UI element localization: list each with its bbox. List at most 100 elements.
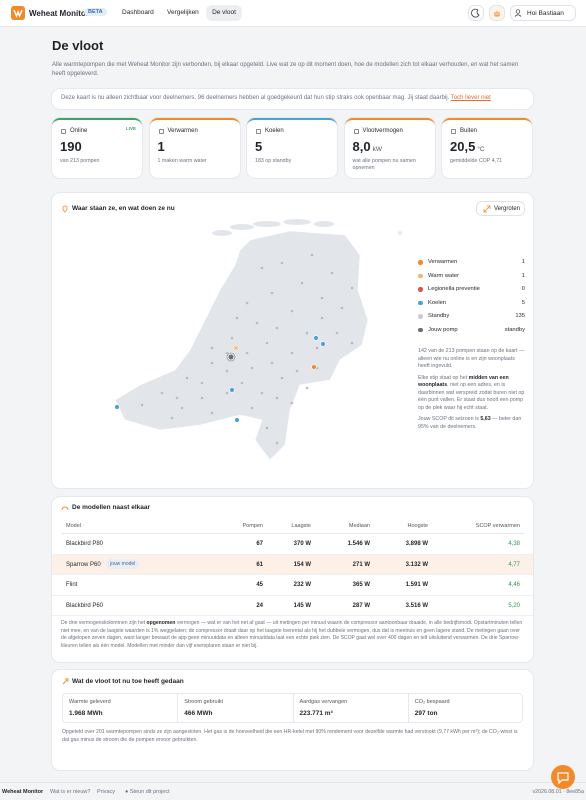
footer-brand: Weheat Monitor: [2, 789, 44, 795]
cell-scop: 4,38: [508, 541, 520, 547]
stat-card: Verwarmen 1 1 maken warm water: [149, 118, 240, 178]
column-header: Hoogste: [407, 523, 429, 529]
pump-dot: [160, 391, 164, 395]
stat-sub: gemiddelde COP 4,71: [450, 158, 503, 164]
text-strong: opgenomen: [146, 620, 176, 626]
stat-sub: 1 maken warm water: [157, 158, 207, 164]
pump-dot: [290, 351, 294, 355]
stat-icon: [451, 129, 456, 134]
island: [230, 224, 254, 230]
nav-link[interactable]: Vergelijken: [167, 9, 199, 16]
notice-link[interactable]: Toch liever niet: [450, 95, 491, 101]
theme-toggle[interactable]: [468, 5, 484, 21]
stat-number: 1: [157, 139, 165, 154]
table-row: [52, 554, 533, 575]
models-card: De modellen naast elkaar Model Pompen Laag…: [52, 497, 533, 662]
map-note: Jouw SCOP dit seizoen is 5,63 — beter da…: [418, 416, 526, 431]
user-menu[interactable]: Hoi Bastiaan: [510, 5, 576, 21]
pump-dot: [185, 376, 189, 380]
page-title: De vloot: [52, 38, 104, 53]
cell-median: 365 W: [352, 582, 370, 588]
stat-label: Vlootvermogen: [362, 128, 403, 134]
brand[interactable]: Weheat Monitor: [29, 9, 89, 18]
footer-link[interactable]: Wat is er nieuw?: [50, 789, 91, 795]
pump-dot-active: [114, 404, 120, 410]
pump-dot: [235, 316, 239, 320]
pump-dot: [335, 331, 339, 335]
nav-link-active[interactable]: De vloot: [206, 5, 242, 21]
stat-sub: wat alle pompen nu samen opnemen: [352, 158, 416, 171]
legend-swatch: [418, 287, 423, 292]
pin-icon: [62, 205, 68, 213]
header-rule: [61, 533, 524, 534]
pump-dot: [275, 441, 279, 445]
gauge-icon: [61, 506, 69, 511]
legend-value: standby: [504, 326, 525, 333]
map-card: Waar staan ze, en wat doen ze nu Vergrot…: [52, 193, 533, 488]
user-icon: [514, 9, 522, 17]
legend-label: Standby: [428, 313, 450, 319]
stat-value: 5: [255, 139, 262, 154]
cell-low: 232 W: [293, 582, 311, 588]
version: v2026.08.01 · 8ee85a: [532, 789, 584, 795]
support-button[interactable]: [489, 5, 505, 21]
text: vermogen — wat er van het net af gaat — …: [61, 620, 523, 649]
text: Jouw SCOP dit seizoen is: [418, 416, 481, 422]
cell-scop: 5,20: [508, 602, 520, 609]
cell-low: 145 W: [293, 602, 311, 609]
notice: Deze kaart is nu alleen zichtbaar voor d…: [52, 89, 533, 109]
text: , niet op een adres, en is daarbinnen wa…: [418, 382, 525, 411]
page-intro: Alle warmtepompen die met Weheat Monitor…: [52, 62, 519, 77]
live-tag: LIVE: [125, 126, 136, 131]
stat-sub: 183 op standby: [255, 158, 292, 164]
column-header: Model: [66, 523, 81, 529]
footer-link[interactable]: ● Steun dit project: [125, 789, 170, 795]
pump-dot: [340, 306, 344, 310]
map-decoration: [398, 231, 402, 235]
table-row: [52, 534, 533, 555]
cell-high: 3.132 W: [405, 561, 428, 568]
pump-dot: [280, 376, 284, 380]
expand-button[interactable]: Vergroten: [476, 201, 525, 216]
stat-unit: kW: [372, 146, 382, 153]
stat-card: Koelen 5 183 op standby: [247, 118, 337, 178]
total-label: CO₂ bespaard: [414, 699, 450, 705]
cell-median: 271 W: [352, 561, 370, 568]
total-value: 223.771 m³: [299, 710, 333, 717]
chat-button[interactable]: [551, 765, 575, 789]
pump-dot: [290, 309, 294, 313]
pump-dot: [260, 266, 264, 270]
cell-scop: 4,46: [508, 582, 520, 588]
stat-sub: van 213 pompen: [60, 158, 100, 164]
cell-pumps: 45: [256, 582, 263, 588]
cell-pumps: 67: [256, 541, 263, 547]
own-pump: [228, 354, 234, 360]
island: [314, 221, 334, 227]
pump-dot-active: [229, 387, 235, 393]
pump-dot: [270, 291, 274, 295]
nav-link[interactable]: Dashboard: [122, 9, 154, 16]
models-note: De drie vermogenskolommen zijn het opgen…: [61, 620, 525, 650]
total-value: 297 ton: [414, 710, 438, 717]
cell-model: Sparrow P60: [66, 561, 101, 568]
column-header: SCOP verwarmen: [475, 523, 520, 529]
pump-dot: [250, 406, 254, 410]
notice-text: Deze kaart is nu alleen zichtbaar voor d…: [61, 95, 450, 101]
footer-link[interactable]: Privacy: [97, 789, 116, 795]
legend-value: 5: [521, 299, 525, 306]
logo[interactable]: [11, 6, 25, 20]
totals-title: Wat de vloot tot nu toe heeft gedaan: [72, 678, 184, 685]
total-value: 466 MWh: [184, 710, 213, 717]
divider: [407, 693, 409, 723]
column-header: Pompen: [242, 523, 264, 529]
map-note: Elke stip staat op het midden van een wo…: [418, 375, 526, 413]
pump-dot: [230, 336, 234, 340]
pump-dot: [310, 253, 314, 257]
text: Elke stip staat op het: [418, 374, 469, 381]
pump-dot: [210, 361, 214, 365]
stat-icon: [256, 129, 261, 134]
stat-number: 190: [60, 139, 82, 154]
legend-swatch: [418, 327, 423, 332]
